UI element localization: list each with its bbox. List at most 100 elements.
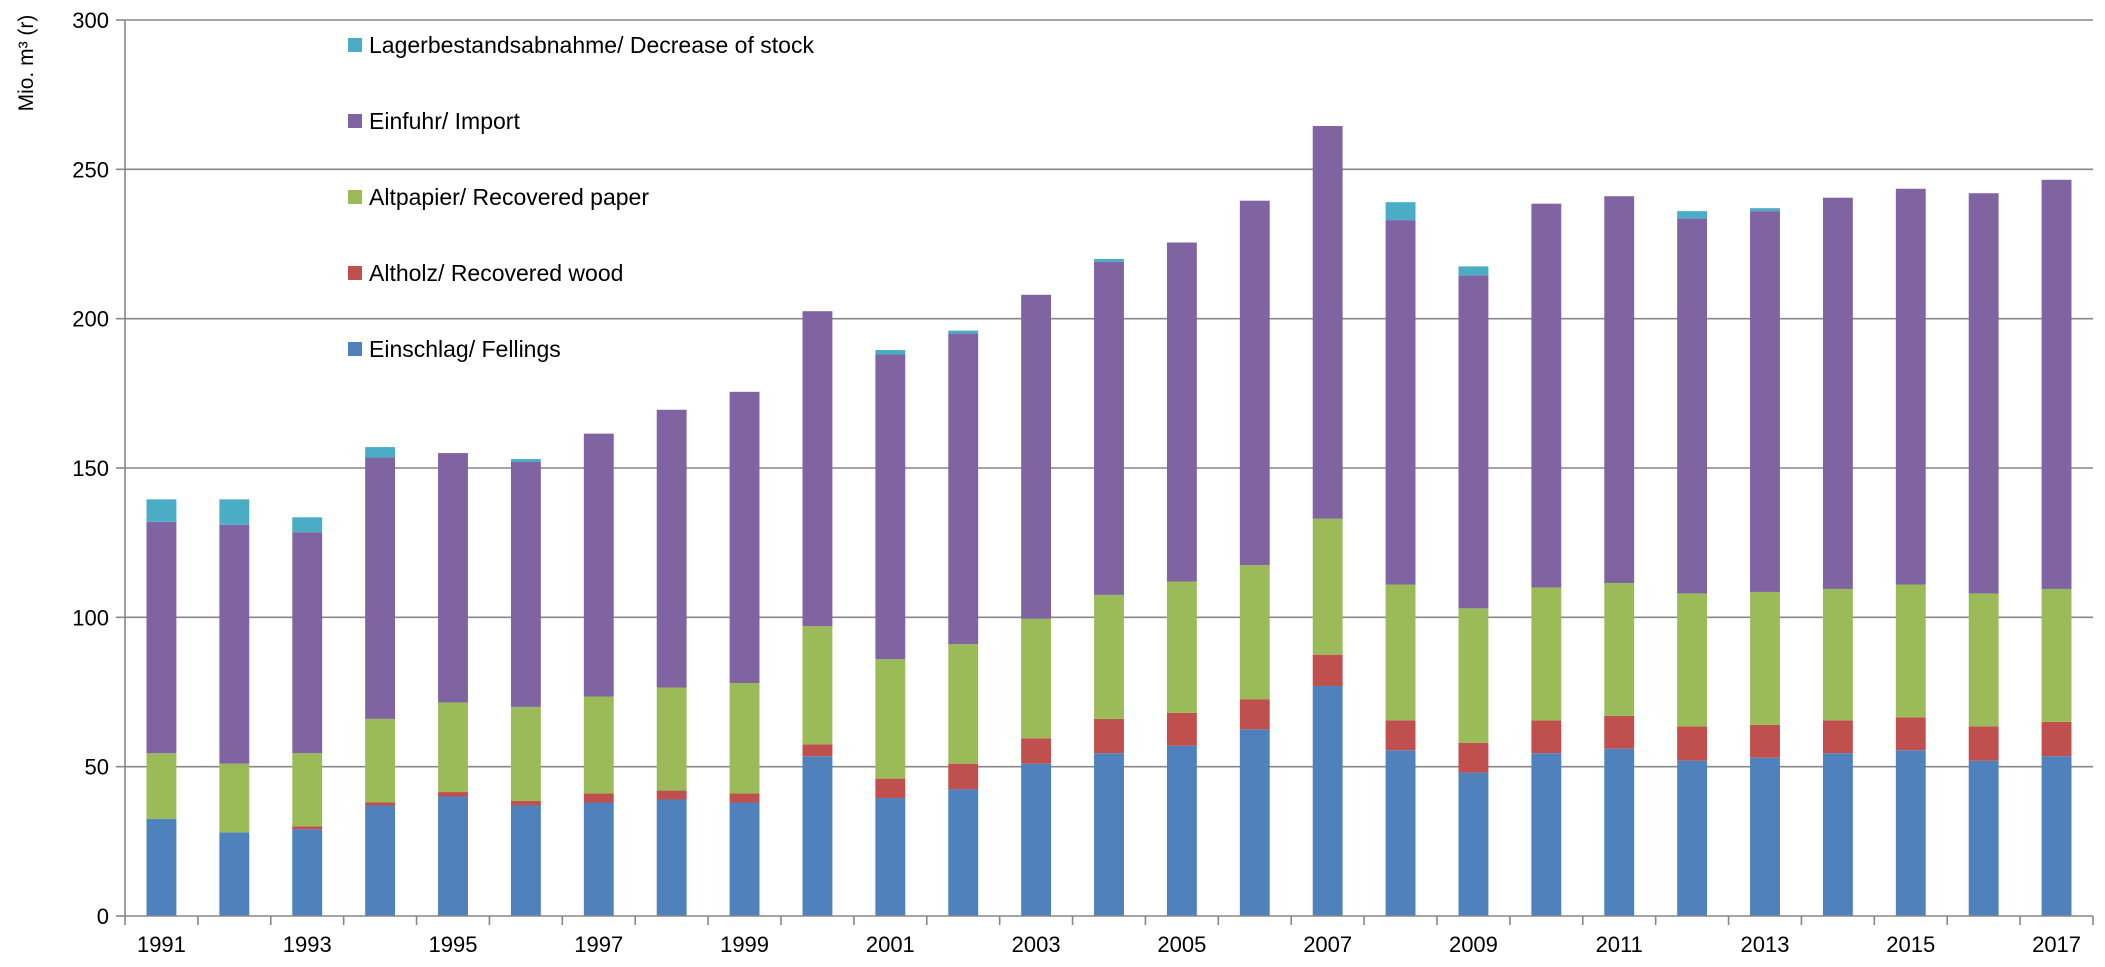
bar-segment <box>1604 582 1635 716</box>
bar-segment <box>146 521 177 754</box>
bar-segment <box>729 683 760 794</box>
bar-segment <box>2041 179 2072 589</box>
bar-segment <box>292 753 323 827</box>
bar-segment <box>438 702 468 793</box>
bar-segment <box>365 457 396 719</box>
bar-segment <box>1021 618 1052 739</box>
bar-segment <box>1094 258 1124 262</box>
bar-segment <box>1531 587 1562 721</box>
bar-segment <box>292 532 323 754</box>
bar-segment <box>510 462 541 707</box>
y-tick-label: 200 <box>72 307 109 332</box>
bar-segment <box>219 524 250 764</box>
bar-segment <box>1750 208 1780 212</box>
bar-segment <box>875 659 906 779</box>
y-tick-label: 50 <box>85 755 109 780</box>
bar-segment <box>1239 699 1270 730</box>
bar-segment <box>1385 220 1416 585</box>
bar-segment <box>1677 760 1708 916</box>
y-axis-title: Mio. m³ (r) <box>15 15 38 112</box>
y-tick-label: 150 <box>72 456 109 481</box>
bar-segment <box>1458 266 1489 276</box>
bar-segment <box>1094 753 1124 916</box>
x-tick-label: 1991 <box>137 932 186 957</box>
bar-segment <box>1822 720 1853 754</box>
x-tick-label: 2013 <box>1741 932 1790 957</box>
bar-segment <box>802 744 833 757</box>
bar-segment <box>948 330 979 334</box>
bar-segment <box>292 517 323 533</box>
y-tick-label: 0 <box>97 904 109 929</box>
bar-segment <box>875 778 906 799</box>
bar-segment <box>1021 738 1052 764</box>
bar-segment <box>2041 756 2072 916</box>
bar-segment <box>1312 126 1343 519</box>
bar-segment <box>292 826 323 830</box>
x-tick-labels: 1991 1993 1995 1997 1999 2001 2003 2005 2007 2009… <box>137 932 2081 957</box>
legend: Lagerbestandsabnahme/ Decrease of stock E… <box>348 32 814 362</box>
bar-segment <box>1531 203 1562 588</box>
bar-segment <box>948 333 979 645</box>
x-tick-label: 2005 <box>1157 932 1206 957</box>
bar-segment <box>1604 748 1635 916</box>
bar-segment <box>583 696 614 794</box>
bar-segment <box>292 829 323 916</box>
bar-segment <box>729 802 760 916</box>
bar-segment <box>948 789 979 916</box>
bar-segment <box>1239 200 1270 566</box>
bar-segment <box>1895 188 1926 585</box>
bar-segment <box>802 311 833 627</box>
bar-segment <box>1895 717 1926 751</box>
bar-segment <box>1677 726 1708 761</box>
bar-segment <box>948 644 979 764</box>
bar-segment <box>1166 581 1197 713</box>
bar-segment <box>1312 654 1343 687</box>
bar-segment <box>656 687 687 791</box>
bar-segment <box>583 793 614 803</box>
bar-segment <box>1094 718 1124 754</box>
bar-segment <box>1750 757 1780 916</box>
x-tick-label: 2001 <box>866 932 915 957</box>
bar-segment <box>1385 202 1416 221</box>
bar-segment <box>1750 724 1780 758</box>
bar-segment <box>1677 218 1708 594</box>
bar-segment <box>1385 750 1416 916</box>
bar-segment <box>656 790 687 800</box>
legend-label: Lagerbestandsabnahme/ Decrease of stock <box>369 32 814 58</box>
bar-segment <box>1385 720 1416 751</box>
bar-segment <box>1458 608 1489 743</box>
y-tick-label: 100 <box>72 605 109 630</box>
bar-segment <box>1968 593 1999 727</box>
bar-segment <box>1604 196 1635 583</box>
bar-segment <box>1166 745 1197 916</box>
bar-segment <box>1312 518 1343 655</box>
bar-segment <box>438 792 468 797</box>
bar-segment <box>1822 753 1853 916</box>
bar-segment <box>219 763 250 833</box>
bar-segment <box>438 453 468 703</box>
bar-segment <box>875 798 906 916</box>
bar-segment <box>583 802 614 916</box>
bar-segment <box>1677 593 1708 727</box>
y-tick-label: 300 <box>72 8 109 33</box>
y-tick-label: 250 <box>72 157 109 182</box>
legend-swatch <box>348 190 362 204</box>
bar-segment <box>1531 753 1562 916</box>
legend-label: Altpapier/ Recovered paper <box>369 184 649 210</box>
x-tick-label: 2003 <box>1012 932 1061 957</box>
x-tick-label: 2007 <box>1303 932 1352 957</box>
bar-segment <box>1677 211 1708 219</box>
bar-segment <box>583 433 614 697</box>
x-tick-label: 2017 <box>2032 932 2081 957</box>
legend-label: Einfuhr/ Import <box>369 108 520 134</box>
bar-segment <box>1166 712 1197 746</box>
bar-segment <box>1021 294 1052 619</box>
bar-segment <box>510 801 541 806</box>
bar-segment <box>365 718 396 803</box>
x-tick-label: 2015 <box>1886 932 1935 957</box>
bar-segment <box>1021 763 1052 916</box>
bar-segment <box>1604 715 1635 749</box>
bar-segment <box>1094 261 1124 595</box>
bar-segment <box>438 796 468 916</box>
